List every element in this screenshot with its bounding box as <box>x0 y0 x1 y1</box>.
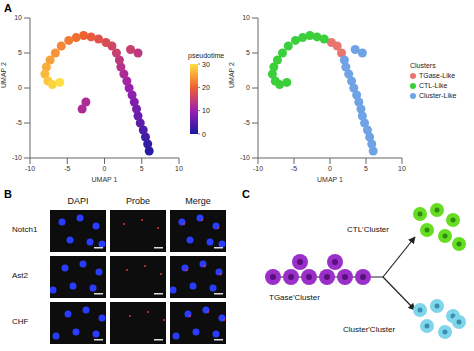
html-text:Clusters: Clusters <box>410 62 436 69</box>
svg-text:10: 10 <box>202 107 210 114</box>
svg-text:-5: -5 <box>16 119 22 126</box>
svg-text:-10: -10 <box>25 165 35 172</box>
html-text:CHF: CHF <box>12 317 29 326</box>
svg-text:30: 30 <box>202 61 210 68</box>
svg-text:0: 0 <box>328 165 332 172</box>
html-text:Ast2: Ast2 <box>12 271 28 280</box>
svg-text:-10: -10 <box>12 154 22 161</box>
svg-text:-10: -10 <box>253 165 263 172</box>
html-text:A: A <box>4 2 12 14</box>
html-text:DAPI: DAPI <box>67 196 89 206</box>
svg-text:-5: -5 <box>64 165 70 172</box>
svg-text:-5: -5 <box>244 119 250 126</box>
svg-text:10: 10 <box>175 165 183 172</box>
svg-text:UMAP 2: UMAP 2 <box>0 62 7 88</box>
html-text:Merge: Merge <box>185 196 211 206</box>
html-text:B: B <box>4 188 12 200</box>
svg-text:10: 10 <box>14 14 22 21</box>
svg-text:0: 0 <box>18 84 22 91</box>
svg-text:TGase'Cluster: TGase'Cluster <box>269 293 320 302</box>
html-text:TGase-Like: TGase-Like <box>419 72 456 79</box>
html-text:Cluster-Like: Cluster-Like <box>419 92 457 99</box>
svg-text:0: 0 <box>246 84 250 91</box>
svg-text:5: 5 <box>140 165 144 172</box>
svg-text:5: 5 <box>246 49 250 56</box>
svg-text:0: 0 <box>103 165 107 172</box>
svg-text:UMAP 1: UMAP 1 <box>92 176 118 183</box>
svg-text:10: 10 <box>242 14 250 21</box>
html-text:C: C <box>242 188 250 200</box>
svg-text:pseudotime: pseudotime <box>188 52 224 60</box>
svg-text:20: 20 <box>202 84 210 91</box>
html-text:Probe: Probe <box>126 196 150 206</box>
html-text:CTL-Like: CTL-Like <box>419 82 448 89</box>
svg-text:5: 5 <box>18 49 22 56</box>
svg-text:10: 10 <box>398 165 406 172</box>
html-text:Notch1: Notch1 <box>12 225 38 234</box>
svg-text:-10: -10 <box>240 154 250 161</box>
svg-text:UMAP 1: UMAP 1 <box>317 176 343 183</box>
svg-text:Cluster'Cluster: Cluster'Cluster <box>343 325 396 334</box>
svg-text:CTL'Cluster: CTL'Cluster <box>347 225 389 234</box>
svg-text:UMAP 2: UMAP 2 <box>228 62 235 88</box>
svg-text:5: 5 <box>364 165 368 172</box>
svg-text:-5: -5 <box>291 165 297 172</box>
svg-text:0: 0 <box>202 131 206 138</box>
